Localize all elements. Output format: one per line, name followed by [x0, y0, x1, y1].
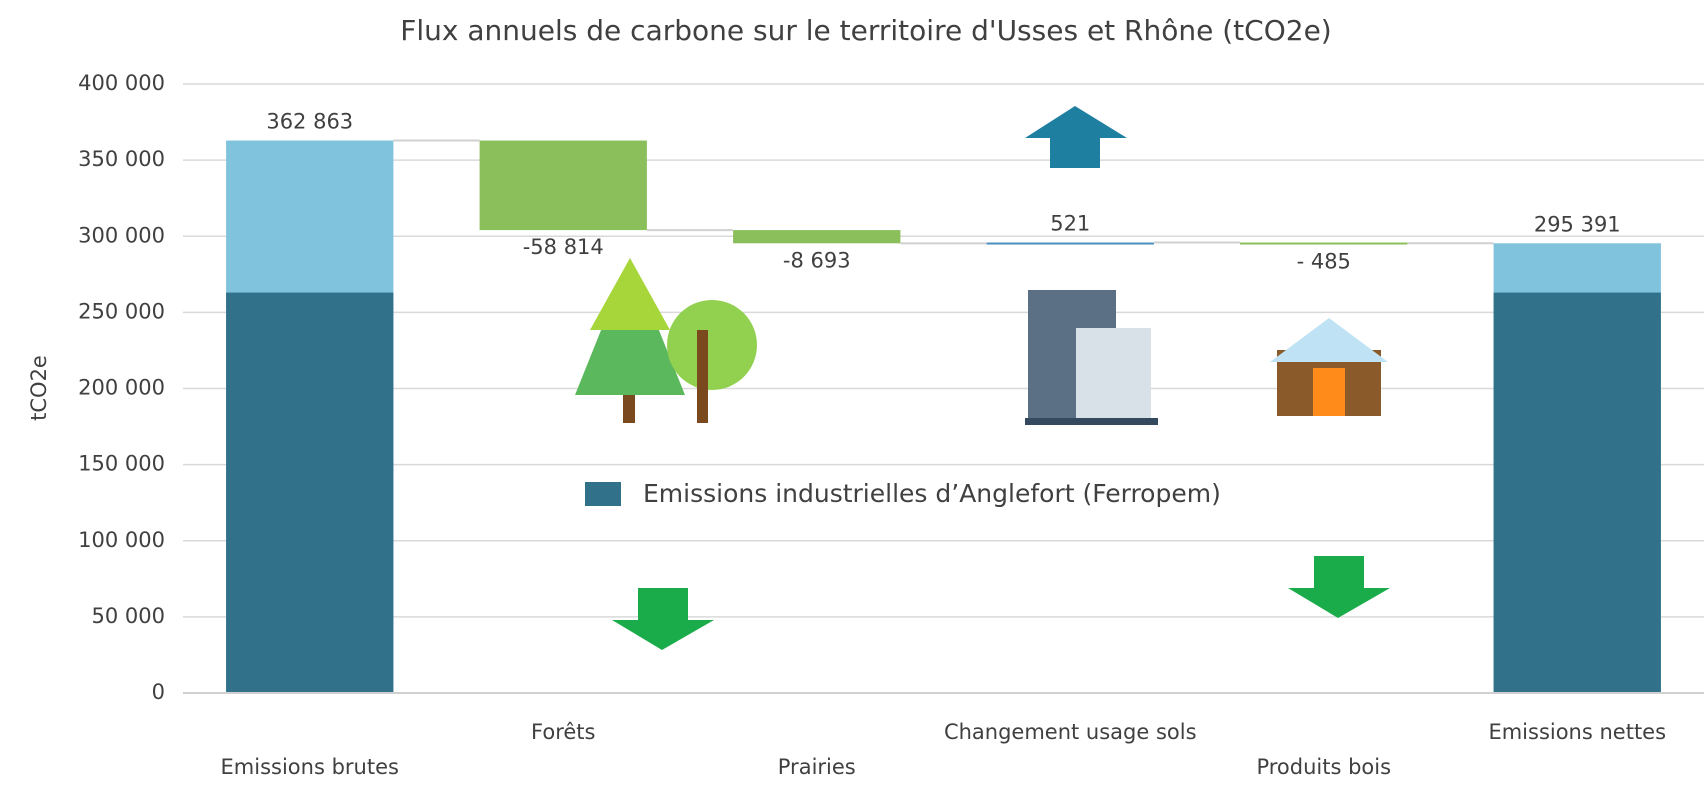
house-roof [1270, 318, 1388, 362]
up-arrow [1025, 106, 1127, 168]
value-label: 362 863 [266, 110, 353, 134]
value-label: -58 814 [523, 235, 604, 259]
x-tick-label: Emissions brutes [221, 755, 399, 779]
tree-icon [667, 300, 757, 390]
bar [479, 140, 647, 231]
tree-trunk [697, 330, 708, 423]
y-tick-label: 100 000 [78, 528, 165, 552]
value-label: 295 391 [1534, 212, 1621, 236]
bar [1240, 242, 1408, 245]
bar [733, 230, 901, 244]
legend-label: Emissions industrielles d’Anglefort (Fer… [643, 479, 1221, 508]
y-tick-label: 300 000 [78, 223, 165, 247]
x-tick-label: Prairies [778, 755, 856, 779]
y-tick-label: 50 000 [92, 604, 165, 628]
down-arrow [1288, 556, 1390, 618]
x-tick-label: Forêts [531, 720, 595, 744]
y-tick-label: 0 [152, 680, 165, 704]
chart-title: Flux annuels de carbone sur le territoir… [400, 14, 1331, 47]
industrial-bar [226, 292, 394, 693]
y-tick-label: 350 000 [78, 147, 165, 171]
bar [986, 242, 1154, 245]
house-door [1313, 368, 1345, 416]
tree-icon [590, 258, 670, 330]
down-arrow [612, 588, 714, 650]
legend-swatch [585, 482, 621, 506]
building-icon [1076, 328, 1151, 420]
y-axis-label: tCO2e [27, 355, 51, 421]
industrial-bar [1493, 292, 1661, 693]
building-base [1025, 418, 1158, 425]
value-label: - 485 [1297, 250, 1351, 274]
plot: 0 50 000 100 000 150 000 200 000 250 000 300 0… [78, 71, 1704, 779]
y-tick-label: 400 000 [78, 71, 165, 95]
y-tick-label: 250 000 [78, 299, 165, 323]
y-tick-label: 150 000 [78, 452, 165, 476]
x-tick-label: Changement usage sols [944, 720, 1197, 744]
value-label: -8 693 [783, 248, 851, 272]
icons [575, 106, 1390, 650]
x-tick-label: Emissions nettes [1488, 720, 1666, 744]
value-label: 521 [1050, 212, 1090, 236]
y-tick-label: 200 000 [78, 376, 165, 400]
tree-trunk [623, 395, 635, 423]
x-tick-label: Produits bois [1256, 755, 1391, 779]
